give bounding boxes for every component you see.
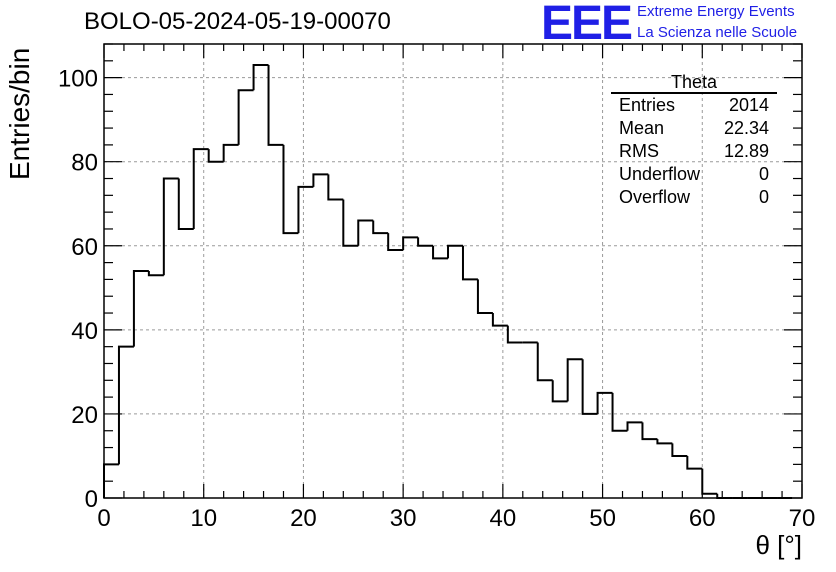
stats-label: Underflow [619,164,701,184]
x-tick-label: 10 [190,505,217,532]
histogram-bin [297,185,314,234]
histogram-bin [267,65,284,146]
histogram-bin [192,148,209,229]
stats-label: Entries [619,95,676,115]
histogram-bin [162,177,179,276]
x-tick-label: 40 [490,505,517,532]
histogram-bin [372,220,389,235]
stats-value: 0 [758,187,769,207]
eee-logo: EEE [541,0,633,50]
stats-box: Theta Entries 2014 Mean 22.34 RMS 12.89 … [611,72,777,209]
axes-frame [103,43,803,499]
histogram-bin [656,439,673,445]
histogram-bin [491,313,508,327]
stats-row-underflow: Underflow 0 [611,163,777,186]
histogram-bin [342,199,359,247]
y-tick-label: 20 [71,402,98,429]
stats-value: 0 [758,164,769,184]
logo-line-2: La Scienza nelle Scuole [637,24,798,41]
stats-row-entries: Entries 2014 [611,94,777,117]
histogram-bin [447,244,463,259]
histogram-bin [357,219,374,246]
y-axis-label: Entries/bin [4,47,35,180]
histogram-bin [611,392,628,432]
histogram-bin [387,233,404,251]
stats-label: Mean [619,118,665,138]
histogram-bin [282,144,299,235]
histogram-bin [252,64,269,91]
histogram-bin [237,89,254,145]
logo-line-1: Extreme Energy Events [637,3,795,20]
histogram-bin [147,271,164,277]
x-tick-label: 50 [589,505,616,532]
y-tick-label: 0 [85,486,98,513]
histogram-bin [117,345,134,465]
histogram-bin [506,325,523,344]
stats-label: RMS [619,141,659,161]
histogram-bin [686,455,703,470]
stats-title: Theta [611,72,777,94]
histogram-bin [641,422,658,441]
histogram-bin [551,380,568,403]
tick-labels: 0 10 20 30 40 50 60 70 0 20 40 60 80 100 [58,66,815,532]
histogram-bin [581,359,598,415]
axes-frame-rect [103,43,803,499]
y-tick-label: 60 [71,234,98,261]
histogram-bin [132,270,149,347]
stats-value: 12.89 [723,141,769,161]
stats-row-overflow: Overflow 0 [611,186,777,209]
histogram-bin [222,143,239,162]
stats-value: 22.34 [723,118,769,138]
plot-title: BOLO-05-2024-05-19-00070 [84,8,391,35]
histogram-bin [626,421,643,431]
histogram-bin [177,178,194,230]
x-axis-label: θ [°] [755,530,802,560]
histogram-bin [476,279,493,315]
stats-value: 2014 [728,95,769,115]
histogram-bin [536,342,553,382]
x-tick-label: 20 [290,505,317,532]
x-tick-label: 30 [390,505,417,532]
histogram-bin [432,245,449,260]
histogram-bin [671,443,688,457]
histogram-bars [103,64,793,499]
histogram-bin [402,236,419,250]
stats-row-mean: Mean 22.34 [611,117,777,140]
x-tick-label: 60 [689,505,716,532]
x-tick-label: 70 [789,505,816,532]
histogram-bin [207,149,224,163]
stats-label: Overflow [619,187,691,207]
y-tick-label: 80 [71,150,98,177]
histogram-bin [596,391,613,414]
y-tick-label: 40 [71,318,98,345]
histogram-bin [327,174,344,201]
histogram-bin [566,358,583,402]
histogram-bin [461,245,478,281]
stats-row-rms: RMS 12.89 [611,140,777,163]
histogram-bin [312,173,329,187]
y-tick-label: 100 [58,66,98,93]
histogram-bin [701,468,718,495]
x-tick-label: 0 [97,505,110,532]
histogram-bin [417,237,434,247]
